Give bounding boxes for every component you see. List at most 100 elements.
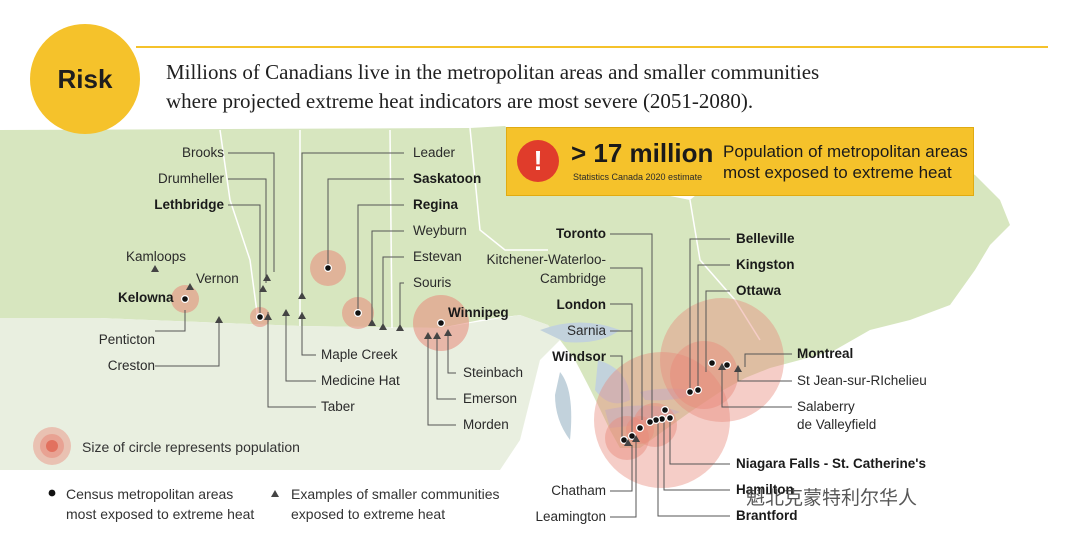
steinbach-triangle	[444, 329, 452, 336]
callout-desc-line-2: most exposed to extreme heat	[723, 163, 952, 182]
label-steinbach: Steinbach	[463, 365, 524, 380]
kitchener-dot	[645, 418, 654, 427]
montreal-dot	[722, 361, 731, 370]
label-maple-creek: Maple Creek	[321, 347, 398, 362]
callout-source: Statistics Canada 2020 estimate	[573, 172, 703, 182]
souris-triangle	[396, 324, 404, 331]
label-penticton: Penticton	[98, 332, 155, 347]
salaberry-triangle	[718, 363, 726, 370]
canada-landmass	[0, 126, 1010, 448]
label-vernon: Vernon	[196, 271, 239, 286]
legend-community-triangle	[271, 490, 279, 497]
sarnia-dot	[627, 432, 636, 441]
label-leamington: Leamington	[535, 509, 606, 524]
watermark: 魁北克蒙特利尔华人	[746, 487, 918, 509]
cma-dots	[181, 264, 731, 445]
label-weyburn: Weyburn	[413, 223, 467, 238]
vernon-triangle	[186, 283, 194, 290]
population-callout: ! > 17 million Statistics Canada 2020 es…	[506, 127, 974, 196]
exclamation-icon: !	[517, 140, 559, 182]
risk-badge: Risk	[30, 24, 140, 134]
label-kelowna: Kelowna	[118, 290, 174, 305]
label-salaberry-2: de Valleyfield	[797, 417, 877, 432]
kamloops-triangle	[151, 265, 159, 272]
headline-line-2: where projected extreme heat indicators …	[166, 89, 754, 113]
label-leader: Leader	[413, 145, 456, 160]
label-estevan: Estevan	[413, 249, 462, 264]
province-borders	[219, 127, 761, 341]
medicine-hat-triangle	[282, 309, 290, 316]
regina-dot	[354, 309, 363, 318]
kelowna-dot	[181, 295, 190, 304]
brooks-triangle	[263, 274, 271, 281]
label-st-jean: St Jean-sur-RIchelieu	[797, 373, 927, 388]
toronto-dot	[660, 406, 669, 415]
callout-value: > 17 million	[571, 138, 714, 168]
kingston-dot	[693, 386, 702, 395]
label-taber: Taber	[321, 399, 355, 414]
weyburn-triangle	[368, 319, 376, 326]
saskatoon-dot	[324, 264, 333, 273]
legend-marks	[33, 427, 279, 497]
leamington-triangle	[632, 435, 640, 442]
legend-small-line-1: Examples of smaller communities	[291, 486, 500, 502]
creston-triangle	[215, 316, 223, 323]
label-hamilton: Hamilton	[736, 482, 794, 497]
callout-description: Population of metropolitan areas most ex…	[723, 141, 968, 183]
headline-line-1: Millions of Canadians live in the metrop…	[166, 60, 820, 84]
st-jean-triangle	[734, 365, 742, 372]
label-lethbridge: Lethbridge	[154, 197, 224, 212]
header-rule	[136, 46, 1048, 48]
label-windsor: Windsor	[552, 349, 606, 364]
label-montreal: Montreal	[797, 346, 854, 361]
label-toronto: Toronto	[556, 226, 606, 241]
label-brantford: Brantford	[736, 508, 798, 523]
legend-cma-text: Census metropolitan areas most exposed t…	[66, 484, 254, 524]
morden-triangle	[424, 332, 432, 339]
label-sarnia: Sarnia	[566, 323, 606, 338]
label-london: London	[556, 297, 606, 312]
community-triangles	[151, 265, 742, 446]
legend-cma-dot	[48, 489, 56, 497]
leader-triangle	[298, 292, 306, 299]
label-kitchener-1: Kitchener-Waterloo-	[486, 252, 606, 267]
label-drumheller: Drumheller	[157, 171, 224, 186]
maple-creek-triangle	[298, 312, 306, 319]
legend-cma-line-1: Census metropolitan areas	[66, 486, 234, 502]
label-niagara: Niagara Falls - St. Catherine's	[736, 456, 927, 471]
leader-lines	[155, 152, 792, 518]
callout-desc-line-1: Population of metropolitan areas	[723, 142, 968, 161]
label-morden: Morden	[463, 417, 509, 432]
us-region	[0, 315, 560, 470]
label-creston: Creston	[107, 358, 155, 373]
label-winnipeg: Winnipeg	[448, 305, 509, 320]
ottawa-dot	[707, 359, 716, 368]
emerson-triangle	[433, 332, 441, 339]
label-chatham: Chatham	[551, 483, 606, 498]
label-medicine-hat: Medicine Hat	[321, 373, 400, 388]
label-belleville: Belleville	[736, 231, 795, 246]
lethbridge-dot	[256, 313, 265, 322]
taber-triangle	[264, 313, 272, 320]
belleville-dot	[685, 388, 694, 397]
london-dot	[635, 424, 644, 433]
label-regina: Regina	[413, 197, 459, 212]
label-kamloops: Kamloops	[126, 249, 187, 264]
label-kingston: Kingston	[736, 257, 795, 272]
label-ottawa: Ottawa	[736, 283, 782, 298]
legend-small-line-2: exposed to extreme heat	[291, 506, 446, 522]
drumheller-triangle	[259, 285, 267, 292]
windsor-dot	[619, 436, 628, 445]
winnipeg-dot	[437, 319, 446, 328]
label-salaberry-1: Salaberry	[797, 399, 855, 414]
label-brooks: Brooks	[181, 145, 224, 160]
niagara-dot	[665, 414, 674, 423]
legend-community-text: Examples of smaller communities exposed …	[291, 484, 500, 524]
headline: Millions of Canadians live in the metrop…	[166, 58, 986, 116]
chatham-triangle	[624, 439, 632, 446]
estevan-triangle	[379, 323, 387, 330]
label-kitchener-2: Cambridge	[539, 271, 606, 286]
risk-badge-label: Risk	[57, 63, 113, 94]
label-emerson: Emerson	[463, 391, 518, 406]
